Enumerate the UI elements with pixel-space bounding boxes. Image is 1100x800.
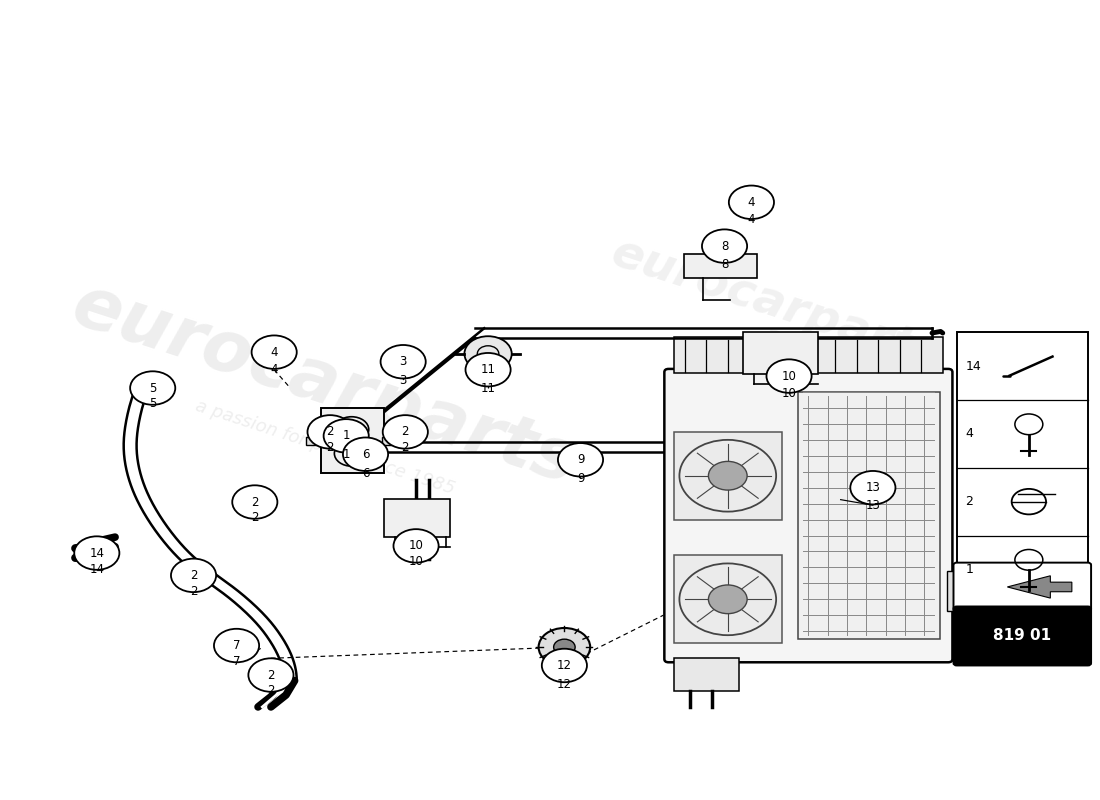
Circle shape <box>702 230 747 263</box>
Circle shape <box>729 186 774 219</box>
Text: 1: 1 <box>966 563 974 576</box>
Bar <box>382 438 395 446</box>
Text: 9: 9 <box>576 454 584 466</box>
Circle shape <box>383 415 428 449</box>
Text: 5: 5 <box>148 398 156 410</box>
Text: 2: 2 <box>190 569 197 582</box>
Text: 10: 10 <box>408 539 424 552</box>
Circle shape <box>323 419 368 453</box>
Text: 6: 6 <box>362 467 370 480</box>
Text: 13: 13 <box>866 498 880 512</box>
Text: 14: 14 <box>89 546 104 559</box>
Circle shape <box>708 585 747 614</box>
FancyBboxPatch shape <box>954 606 1091 666</box>
Circle shape <box>249 658 294 692</box>
Text: 2: 2 <box>327 442 333 454</box>
Text: 4: 4 <box>271 346 278 358</box>
Circle shape <box>465 353 510 386</box>
Text: 2: 2 <box>251 511 258 525</box>
Text: 9: 9 <box>576 472 584 485</box>
Text: 14: 14 <box>966 360 981 373</box>
Text: 819 01: 819 01 <box>993 629 1052 643</box>
Circle shape <box>539 628 591 666</box>
Bar <box>321 408 384 474</box>
Circle shape <box>232 486 277 518</box>
Bar <box>384 499 450 537</box>
Text: 4: 4 <box>748 214 756 226</box>
Text: 7: 7 <box>233 639 240 652</box>
Circle shape <box>130 371 175 405</box>
Text: 12: 12 <box>557 678 572 691</box>
Text: 2: 2 <box>267 669 275 682</box>
Bar <box>684 254 757 278</box>
Text: 4: 4 <box>966 427 974 440</box>
Circle shape <box>74 536 120 570</box>
Bar <box>674 337 943 373</box>
Text: 2: 2 <box>267 685 275 698</box>
Text: 2: 2 <box>402 442 409 454</box>
Text: 8: 8 <box>720 240 728 253</box>
Text: 11: 11 <box>481 382 496 394</box>
Text: 4: 4 <box>748 196 756 209</box>
Circle shape <box>558 443 603 477</box>
Text: 14: 14 <box>89 563 104 576</box>
Text: 2: 2 <box>402 426 409 438</box>
Circle shape <box>343 438 388 471</box>
Circle shape <box>170 558 216 592</box>
Circle shape <box>553 639 575 655</box>
Polygon shape <box>1008 576 1071 598</box>
Text: 6: 6 <box>362 448 370 461</box>
Text: eurocarparts: eurocarparts <box>64 270 585 498</box>
Bar <box>307 438 321 446</box>
Circle shape <box>542 649 587 682</box>
Circle shape <box>308 415 353 449</box>
Text: 1: 1 <box>342 448 350 461</box>
Bar <box>674 658 738 691</box>
Text: 10: 10 <box>782 370 796 382</box>
Text: 1985: 1985 <box>757 326 839 378</box>
Circle shape <box>850 471 895 505</box>
Bar <box>957 332 1088 603</box>
FancyBboxPatch shape <box>954 562 1091 611</box>
Text: 10: 10 <box>782 387 796 400</box>
Circle shape <box>767 359 812 393</box>
Text: 13: 13 <box>866 481 880 494</box>
FancyBboxPatch shape <box>664 369 953 662</box>
Bar <box>674 555 781 643</box>
Circle shape <box>214 629 260 662</box>
Bar <box>947 571 979 611</box>
Text: 12: 12 <box>557 659 572 672</box>
Text: 2: 2 <box>966 495 974 508</box>
Text: eurocarparts: eurocarparts <box>605 230 947 379</box>
Text: 10: 10 <box>408 555 424 568</box>
Text: 2: 2 <box>251 495 258 509</box>
Text: a passion for parts since 1985: a passion for parts since 1985 <box>192 398 456 498</box>
Circle shape <box>252 335 297 369</box>
Text: 4: 4 <box>271 363 278 376</box>
Text: 3: 3 <box>399 355 407 368</box>
Bar <box>674 432 781 519</box>
Bar <box>798 392 939 639</box>
Text: 1: 1 <box>342 430 350 442</box>
Text: 3: 3 <box>399 374 407 386</box>
Circle shape <box>708 462 747 490</box>
Text: 5: 5 <box>148 382 156 394</box>
Text: 2: 2 <box>327 426 333 438</box>
Circle shape <box>381 345 426 378</box>
Text: 7: 7 <box>233 655 240 668</box>
Circle shape <box>394 529 439 562</box>
Bar <box>742 332 818 374</box>
Text: 11: 11 <box>481 363 496 376</box>
Text: 8: 8 <box>720 258 728 271</box>
Circle shape <box>464 336 512 371</box>
Text: 2: 2 <box>190 585 197 598</box>
